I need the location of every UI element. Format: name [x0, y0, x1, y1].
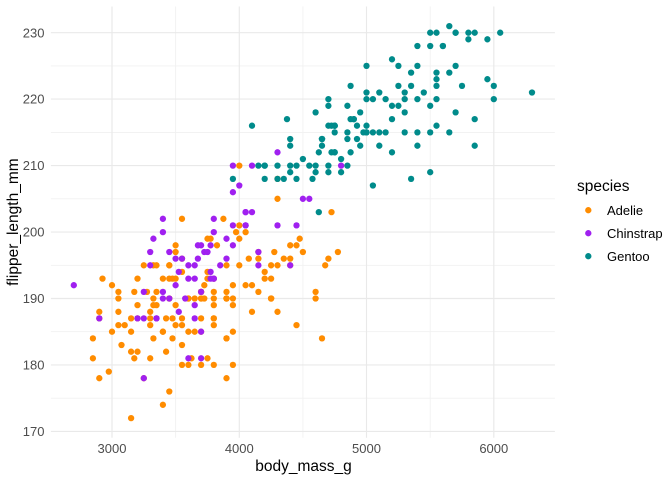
- svg-text:species: species: [577, 178, 630, 195]
- svg-text:200: 200: [23, 225, 45, 240]
- svg-text:210: 210: [23, 158, 45, 173]
- svg-text:170: 170: [23, 424, 45, 439]
- svg-text:Adelie: Adelie: [607, 203, 643, 218]
- svg-text:3000: 3000: [98, 441, 127, 456]
- svg-text:4000: 4000: [225, 441, 254, 456]
- svg-text:6000: 6000: [479, 441, 508, 456]
- svg-text:190: 190: [23, 291, 45, 306]
- svg-text:body_mass_g: body_mass_g: [255, 458, 352, 475]
- svg-text:220: 220: [23, 92, 45, 107]
- svg-text:Gentoo: Gentoo: [607, 249, 650, 264]
- svg-text:5000: 5000: [352, 441, 381, 456]
- svg-text:Chinstrap: Chinstrap: [607, 226, 663, 241]
- svg-text:flipper_length_mm: flipper_length_mm: [5, 158, 22, 286]
- svg-text:180: 180: [23, 358, 45, 373]
- svg-text:230: 230: [23, 25, 45, 40]
